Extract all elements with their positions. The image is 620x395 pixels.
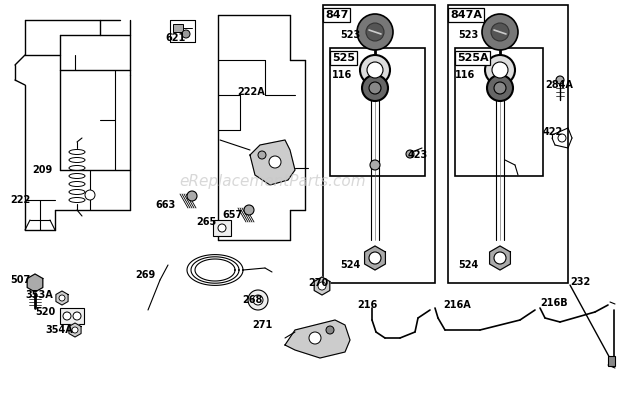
Text: 657: 657	[222, 210, 242, 220]
Text: 269: 269	[135, 270, 155, 280]
Circle shape	[244, 205, 254, 215]
Text: eReplacementParts.com: eReplacementParts.com	[179, 174, 366, 189]
Bar	[173, 24, 183, 32]
Circle shape	[487, 75, 513, 101]
Text: 422: 422	[543, 127, 563, 137]
Text: 265: 265	[196, 217, 216, 227]
Circle shape	[182, 30, 190, 38]
Text: 216A: 216A	[443, 300, 471, 310]
Circle shape	[558, 134, 566, 142]
Text: 216: 216	[357, 300, 377, 310]
Circle shape	[72, 327, 78, 333]
Circle shape	[367, 62, 383, 78]
Polygon shape	[285, 320, 350, 358]
Text: 271: 271	[252, 320, 272, 330]
Polygon shape	[56, 291, 68, 305]
Text: 353A: 353A	[25, 290, 53, 300]
Text: 209: 209	[32, 165, 52, 175]
Circle shape	[556, 76, 564, 84]
Circle shape	[362, 75, 388, 101]
Circle shape	[491, 23, 509, 41]
Text: 116: 116	[332, 70, 352, 80]
Circle shape	[248, 290, 268, 310]
Circle shape	[309, 332, 321, 344]
Bar	[608, 356, 615, 366]
Circle shape	[85, 190, 95, 200]
Text: 116: 116	[455, 70, 476, 80]
Polygon shape	[490, 246, 510, 270]
Text: 354A: 354A	[45, 325, 73, 335]
Circle shape	[370, 160, 380, 170]
Circle shape	[492, 62, 508, 78]
Text: 525: 525	[332, 53, 355, 63]
Polygon shape	[27, 274, 43, 292]
Bar	[323, 5, 435, 283]
Text: 284A: 284A	[545, 80, 573, 90]
Text: 216B: 216B	[540, 298, 568, 308]
Circle shape	[494, 82, 506, 94]
Polygon shape	[314, 277, 330, 295]
Text: 621: 621	[165, 33, 185, 43]
Text: 232: 232	[570, 277, 590, 287]
Polygon shape	[365, 246, 386, 270]
Text: 520: 520	[35, 307, 55, 317]
Circle shape	[326, 326, 334, 334]
Text: 222: 222	[10, 195, 30, 205]
Circle shape	[218, 224, 226, 232]
Circle shape	[59, 295, 65, 301]
Circle shape	[187, 191, 197, 201]
Text: 507: 507	[10, 275, 30, 285]
Polygon shape	[69, 323, 81, 337]
Bar	[60, 308, 84, 324]
Bar	[455, 48, 543, 176]
Circle shape	[253, 295, 263, 305]
Circle shape	[369, 82, 381, 94]
Circle shape	[73, 312, 81, 320]
Text: 663: 663	[155, 200, 175, 210]
Text: 222A: 222A	[237, 87, 265, 97]
Circle shape	[63, 312, 71, 320]
Polygon shape	[250, 140, 295, 185]
Text: 524: 524	[340, 260, 360, 270]
Bar	[448, 5, 568, 283]
Text: 268: 268	[242, 295, 262, 305]
Text: 423: 423	[408, 150, 428, 160]
Text: 523: 523	[340, 30, 360, 40]
Circle shape	[258, 151, 266, 159]
Circle shape	[318, 282, 326, 290]
Circle shape	[406, 150, 414, 158]
Text: 847A: 847A	[450, 10, 482, 20]
Circle shape	[269, 156, 281, 168]
Text: 847: 847	[325, 10, 348, 20]
Text: 524: 524	[458, 260, 478, 270]
Circle shape	[357, 14, 393, 50]
Text: 525A: 525A	[457, 53, 489, 63]
Circle shape	[360, 55, 390, 85]
Circle shape	[366, 23, 384, 41]
Circle shape	[494, 252, 506, 264]
Text: 523: 523	[458, 30, 478, 40]
Circle shape	[485, 55, 515, 85]
Circle shape	[482, 14, 518, 50]
Bar	[330, 48, 425, 176]
Circle shape	[369, 252, 381, 264]
Text: 270: 270	[308, 278, 328, 288]
Bar	[213, 220, 231, 236]
